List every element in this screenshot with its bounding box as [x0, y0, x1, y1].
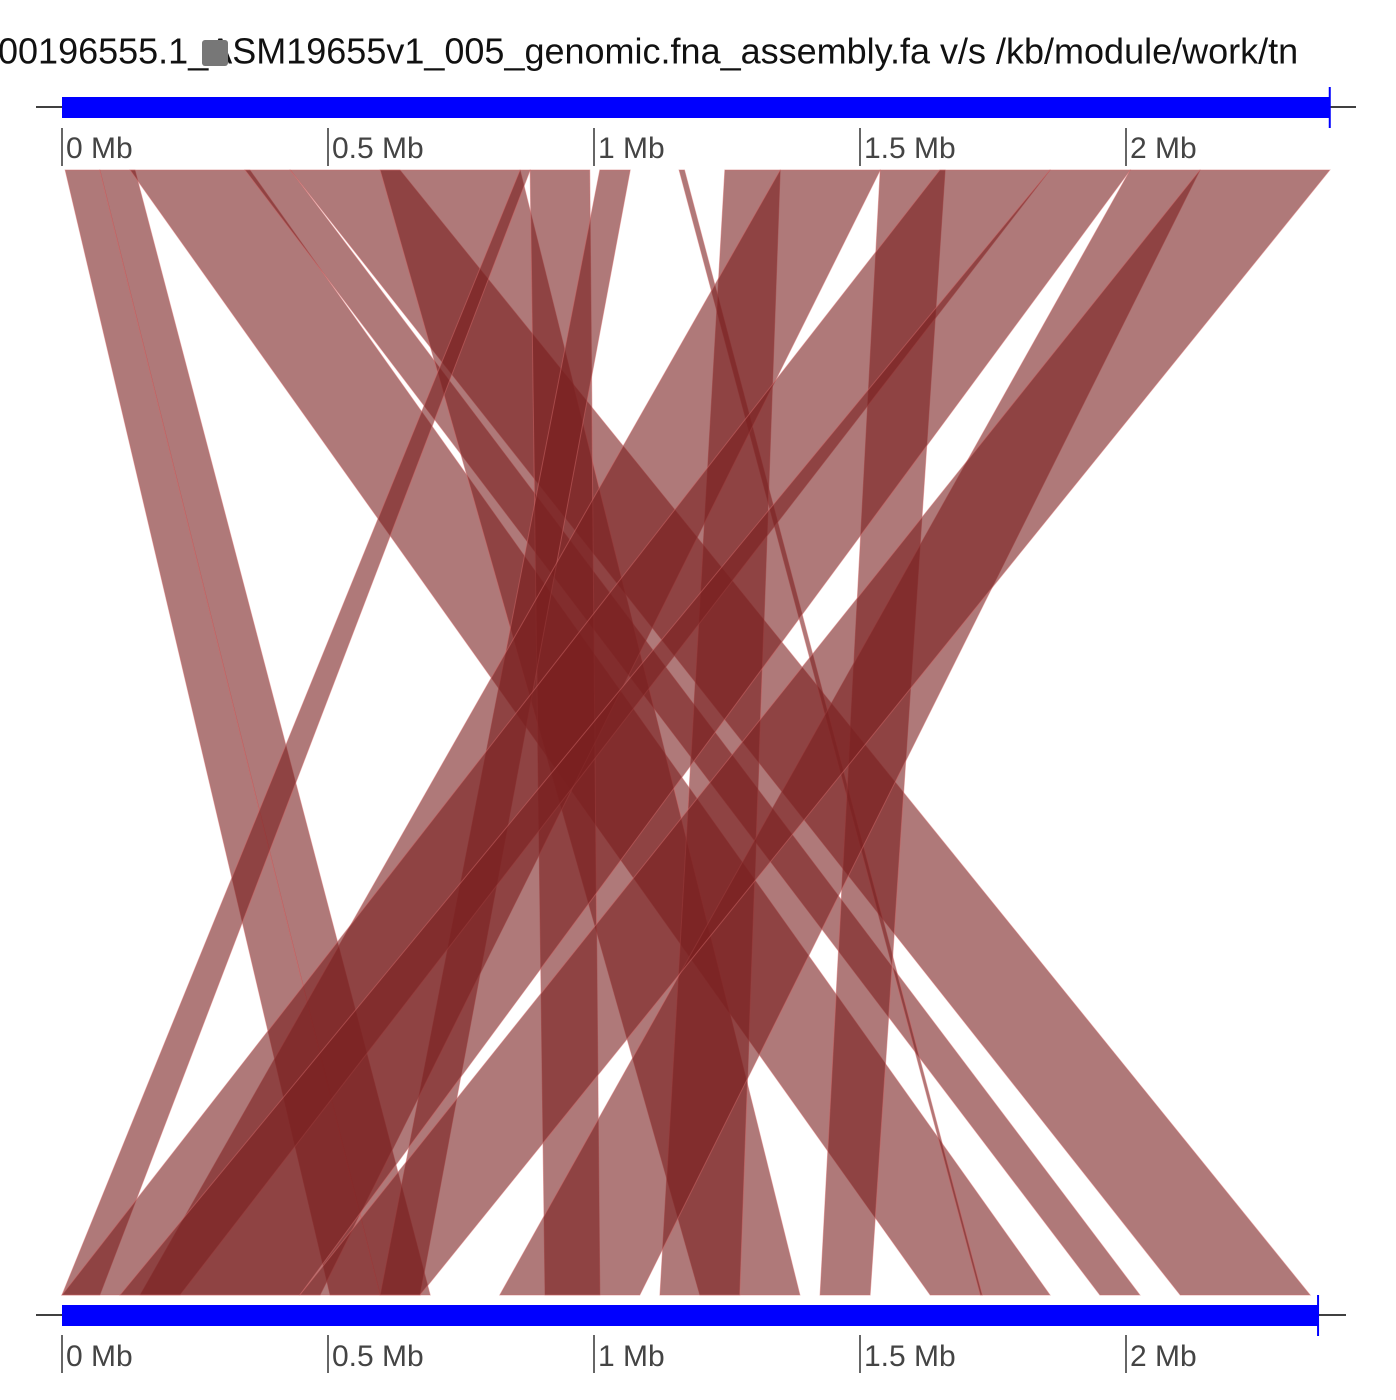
checkbox[interactable] [202, 40, 228, 66]
x-tick-label: 1.5 Mb [864, 1340, 956, 1373]
x-tick-label: 2 Mb [1130, 1340, 1197, 1373]
x-tick-label: 1 Mb [598, 132, 665, 165]
x-tick-label: 0.5 Mb [332, 1340, 424, 1373]
x-tick-label: 1.5 Mb [864, 132, 956, 165]
chart-title: 00196555.1_ASM19655v1_005_genomic.fna_as… [0, 31, 1298, 72]
x-tick-label: 0 Mb [66, 1340, 133, 1373]
genome-bar [62, 1305, 1319, 1326]
x-tick-label: 2 Mb [1130, 132, 1197, 165]
genome-bar [62, 97, 1330, 118]
x-tick-label: 1 Mb [598, 1340, 665, 1373]
alignment-ribbon [298, 169, 1331, 1296]
x-tick-label: 0 Mb [66, 132, 133, 165]
x-tick-label: 0.5 Mb [332, 132, 424, 165]
ribbons [60, 169, 1331, 1296]
